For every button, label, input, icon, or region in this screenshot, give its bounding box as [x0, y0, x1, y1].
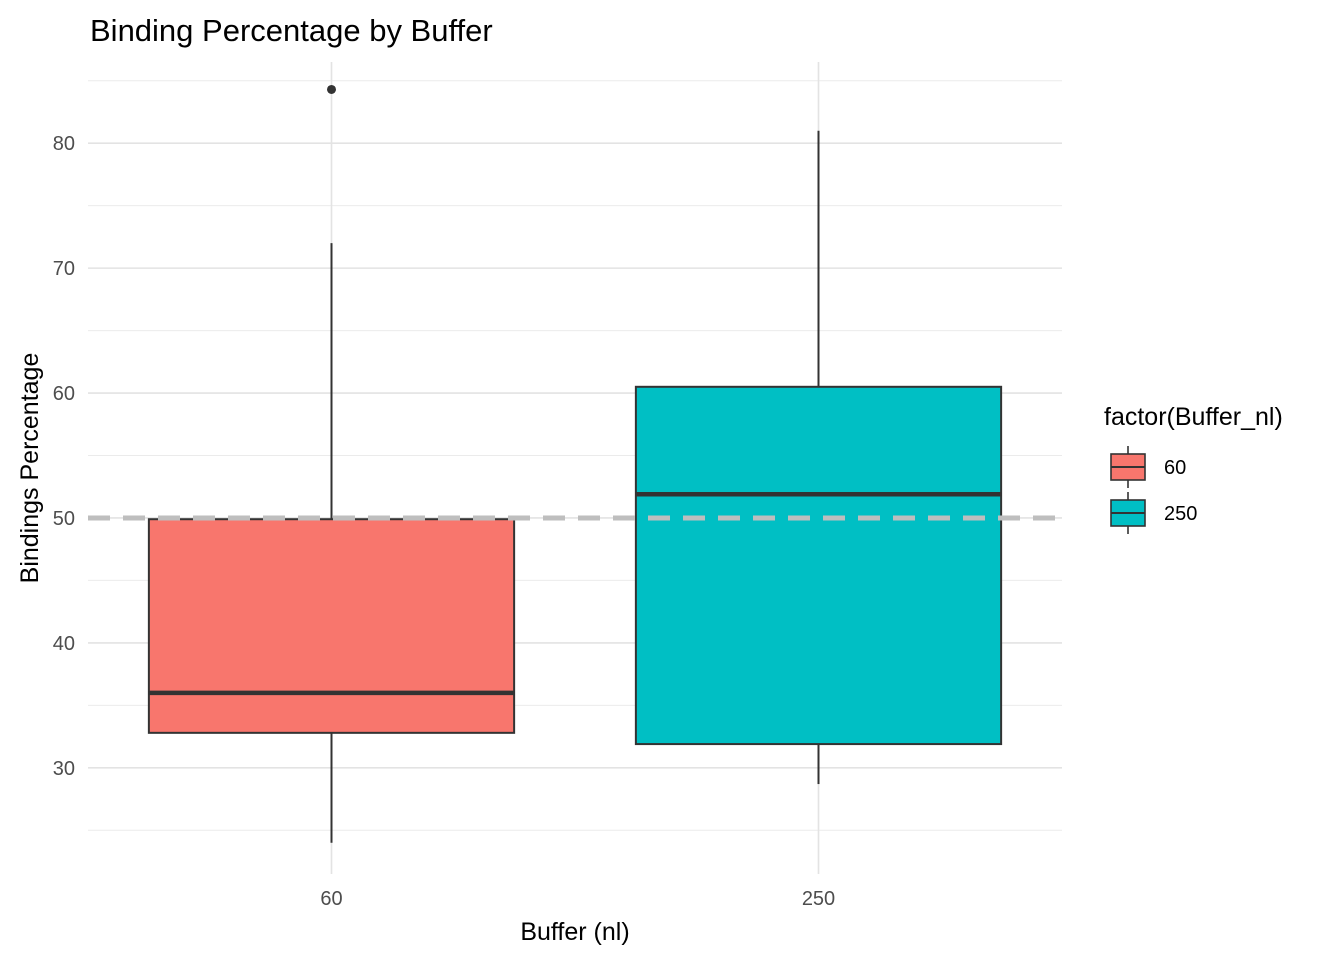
legend-label: 250	[1164, 503, 1197, 525]
legend-label: 60	[1164, 457, 1186, 479]
y-tick-label: 40	[53, 633, 75, 655]
box-series	[147, 84, 1003, 843]
y-tick-label: 70	[53, 258, 75, 280]
box-250	[634, 130, 1003, 785]
legend-entry-250: 250	[1110, 492, 1197, 534]
y-tick-label: 50	[53, 508, 75, 530]
plot-panel	[88, 62, 1062, 874]
x-axis-title: Buffer (nl)	[520, 918, 629, 946]
box-body	[147, 518, 516, 734]
outlier-point	[327, 84, 336, 94]
y-axis-tick-labels: 30 40 50 60 70 80	[53, 133, 75, 780]
legend: factor(Buffer_nl) 60 250	[1104, 403, 1283, 534]
legend-title: factor(Buffer_nl)	[1104, 403, 1283, 431]
x-axis-tick-labels: 60 250	[320, 888, 835, 910]
chart-title: Binding Percentage by Buffer	[90, 13, 493, 48]
x-tick-label: 60	[320, 888, 342, 910]
y-tick-label: 60	[53, 383, 75, 405]
y-tick-label: 30	[53, 758, 75, 780]
legend-entries: 60 250	[1110, 446, 1197, 534]
y-tick-label: 80	[53, 133, 75, 155]
box-body	[634, 385, 1003, 746]
x-tick-label: 250	[802, 888, 835, 910]
box-60	[147, 84, 516, 843]
y-axis-title: Bindings Percentage	[16, 353, 44, 584]
legend-entry-60: 60	[1110, 446, 1186, 488]
